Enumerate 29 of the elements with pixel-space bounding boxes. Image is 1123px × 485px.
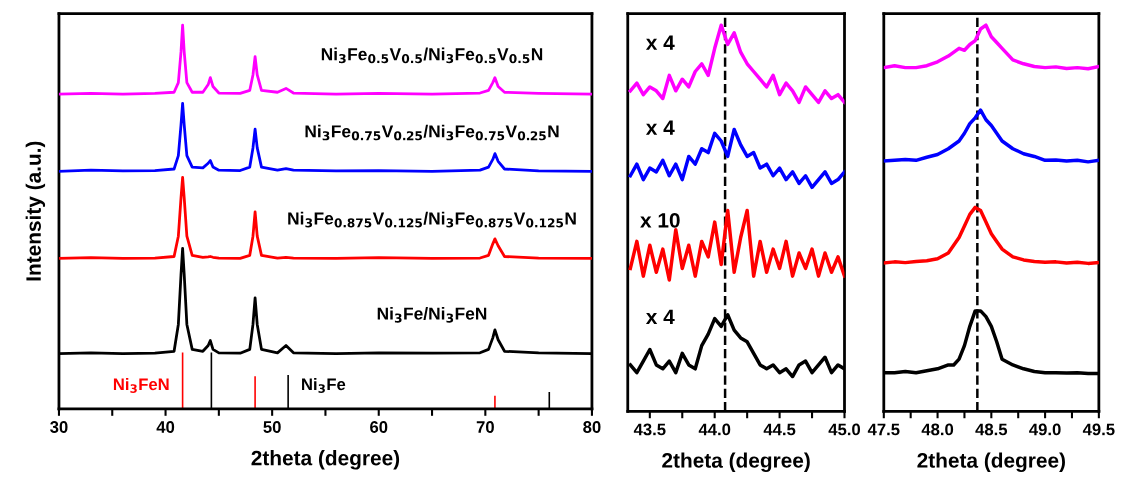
x-axis-title: 2theta (degree) bbox=[662, 452, 810, 473]
annotation: x 4 bbox=[645, 35, 675, 50]
x-tick-label: 44.5 bbox=[763, 423, 796, 436]
x-tick-label: 44.0 bbox=[698, 423, 731, 436]
x-tick-label: 47.5 bbox=[867, 423, 900, 436]
x-axis-title: 2theta (degree) bbox=[917, 452, 1065, 473]
x-tick-label: 40 bbox=[156, 421, 175, 433]
x-tick-label: 60 bbox=[370, 421, 388, 433]
series-label: Ni$_{3}$FeN bbox=[113, 377, 169, 393]
series-label: Ni$_{3}$Fe/Ni$_{3}$FeN bbox=[377, 307, 487, 323]
x-tick-label: 48.5 bbox=[975, 423, 1008, 436]
x-axis-title: 2theta (degree) bbox=[251, 450, 400, 470]
series-label: Ni$_{3}$Fe bbox=[302, 377, 346, 393]
text: Ni$_{3}$Fe$_{0.75}$V$_{0.25}$/Ni$_{3}$Fe$_{0.75}$V$_{0.25}$N bbox=[305, 124, 559, 141]
x-tick-label: 70 bbox=[476, 421, 494, 433]
annotation: x 4 bbox=[645, 309, 675, 324]
x-tick-label: 45.0 bbox=[828, 423, 861, 436]
annotation: x 10 bbox=[640, 212, 680, 228]
x-tick-label: 50 bbox=[263, 421, 281, 433]
x-tick-label: 30 bbox=[50, 421, 68, 433]
x-tick-label: 49.0 bbox=[1029, 423, 1061, 436]
x-tick-label: 80 bbox=[583, 421, 601, 433]
text: Ni$_{3}$Fe$_{0.5}$V$_{0.5}$/Ni$_{3}$Fe$_{0.5}$V$_{0.5}$N bbox=[321, 47, 543, 64]
x-tick-label: 43.5 bbox=[633, 423, 666, 436]
x-tick-label: 49.5 bbox=[1082, 423, 1115, 436]
text: Ni$_{3}$Fe$_{0.875}$V$_{0.125}$/Ni$_{3}$Fe$_{0.875}$V$_{0.125}$N bbox=[288, 211, 576, 228]
y-axis-title: Intensity (a.u.) bbox=[25, 141, 46, 281]
annotation: x 4 bbox=[645, 120, 675, 135]
x-tick-label: 48.0 bbox=[921, 423, 954, 436]
